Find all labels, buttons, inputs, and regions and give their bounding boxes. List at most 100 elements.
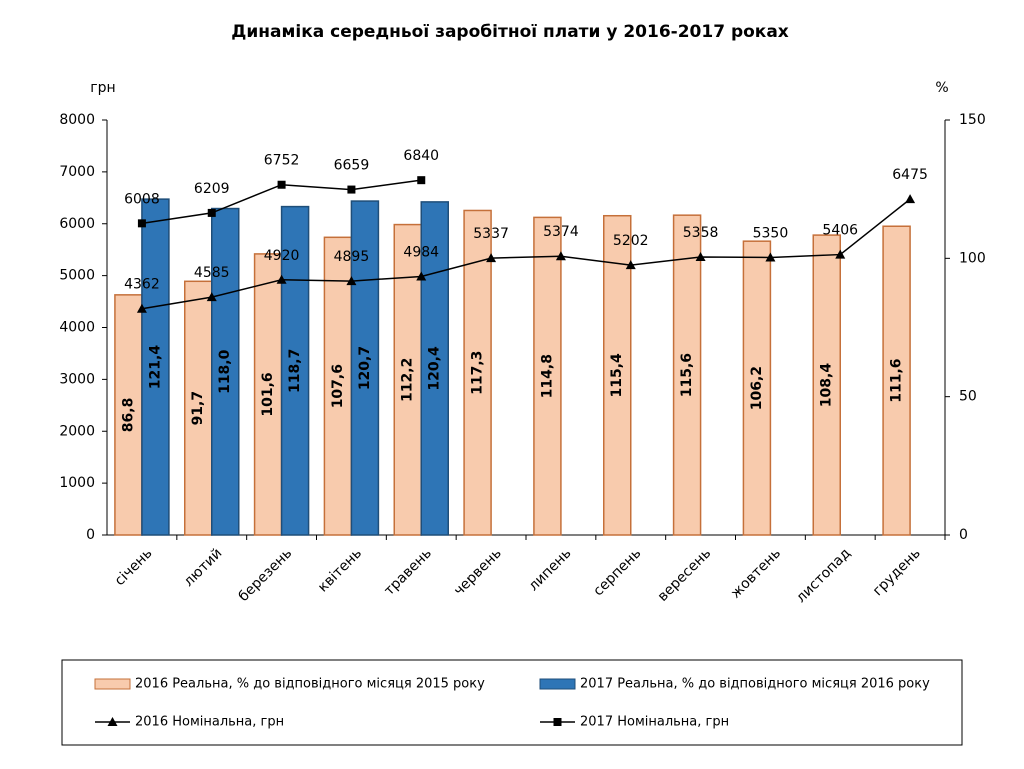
line-marker bbox=[136, 303, 147, 313]
y-tick-label: 2000 bbox=[59, 423, 95, 439]
bar bbox=[672, 214, 702, 536]
line-marker bbox=[555, 251, 566, 261]
bar bbox=[533, 216, 562, 536]
y2-tick-label: 150 bbox=[959, 112, 986, 128]
line-value-label: 5406 bbox=[822, 223, 858, 239]
bar bbox=[882, 225, 911, 536]
x-tick-label: травень bbox=[381, 545, 435, 599]
bar-value-label: 118,0 bbox=[217, 349, 233, 394]
legend-marker bbox=[553, 718, 562, 726]
bar bbox=[323, 236, 353, 536]
x-tick-label: серпень bbox=[590, 545, 644, 599]
y-tick-label: 8000 bbox=[59, 112, 95, 128]
bar-value-label: 91,7 bbox=[190, 391, 206, 426]
bar-value-label: 121,4 bbox=[147, 345, 163, 390]
bar-value-label: 108,4 bbox=[819, 363, 835, 408]
x-tick-label: березень bbox=[236, 545, 296, 605]
bar-value-label: 118,7 bbox=[287, 349, 303, 393]
line-marker bbox=[625, 260, 636, 270]
x-tick-label: квітень bbox=[315, 545, 365, 595]
y-tick-label: 0 bbox=[86, 527, 95, 543]
line-marker bbox=[137, 219, 146, 228]
bar-value-label: 101,6 bbox=[260, 372, 276, 416]
line-marker bbox=[207, 208, 216, 217]
line-value-label: 4920 bbox=[264, 248, 300, 264]
line-value-label: 6475 bbox=[892, 167, 928, 183]
line-value-label: 5350 bbox=[753, 225, 789, 241]
line-value-label: 4585 bbox=[194, 265, 230, 281]
y-axis-label: грн bbox=[90, 80, 115, 96]
line-marker bbox=[416, 271, 427, 281]
bar bbox=[253, 253, 283, 536]
chart-title: Динаміка середньої заробітної плати у 20… bbox=[231, 22, 789, 42]
line-value-label: 6840 bbox=[403, 148, 439, 164]
x-tick-label: жовтень bbox=[728, 545, 784, 601]
legend-swatch bbox=[94, 678, 131, 690]
legend-swatch bbox=[539, 678, 576, 690]
line-marker bbox=[277, 180, 286, 189]
line-marker bbox=[347, 185, 356, 194]
y2-tick-label: 100 bbox=[959, 250, 986, 266]
bar bbox=[812, 234, 841, 536]
bar bbox=[114, 294, 143, 536]
line-marker bbox=[835, 249, 846, 259]
bar bbox=[211, 207, 240, 536]
bar-value-label: 115,6 bbox=[679, 353, 695, 397]
line-value-label: 4984 bbox=[403, 244, 439, 260]
bar-value-label: 106,2 bbox=[749, 366, 765, 410]
line-value-label: 6008 bbox=[124, 191, 160, 207]
bar bbox=[280, 205, 310, 536]
line-marker bbox=[206, 292, 217, 302]
bar bbox=[350, 200, 380, 536]
line-value-label: 5202 bbox=[613, 233, 649, 249]
line-marker bbox=[276, 274, 287, 284]
y-tick-label: 7000 bbox=[59, 164, 95, 180]
bar-value-label: 120,7 bbox=[357, 346, 373, 390]
line-marker bbox=[346, 276, 357, 286]
x-tick-label: грудень bbox=[870, 545, 924, 599]
line-marker bbox=[765, 252, 776, 262]
y-tick-label: 3000 bbox=[59, 371, 95, 387]
bar-value-label: 107,6 bbox=[330, 364, 346, 408]
x-tick-label: січень bbox=[112, 545, 156, 589]
legend-box bbox=[61, 659, 963, 746]
bar-value-label: 120,4 bbox=[427, 346, 443, 391]
line-value-label: 6659 bbox=[334, 158, 370, 174]
line-value-label: 6209 bbox=[194, 181, 230, 197]
line-value-label: 5374 bbox=[543, 224, 579, 240]
y-tick-label: 6000 bbox=[59, 216, 95, 232]
bar-value-label: 115,4 bbox=[609, 353, 625, 398]
line-value-label: 5358 bbox=[683, 225, 719, 241]
bar-value-label: 117,3 bbox=[470, 351, 486, 395]
bar-value-label: 86,8 bbox=[120, 398, 136, 433]
y-tick-label: 5000 bbox=[59, 268, 95, 284]
y-tick-label: 4000 bbox=[59, 320, 95, 336]
bar-value-label: 114,8 bbox=[539, 354, 555, 398]
line bbox=[141, 198, 911, 310]
legend-label: 2016 Номінальна, грн bbox=[135, 715, 284, 730]
x-tick-label: лютий bbox=[181, 545, 226, 590]
x-tick-label: листопад bbox=[793, 545, 854, 606]
y2-axis-label: % bbox=[935, 80, 948, 96]
legend-label: 2017 Реальна, % до відповідного місяця 2… bbox=[580, 677, 930, 692]
legend-label: 2016 Реальна, % до відповідного місяця 2… bbox=[135, 677, 485, 692]
bar bbox=[141, 198, 170, 536]
bar-value-label: 111,6 bbox=[889, 358, 905, 402]
bar bbox=[742, 240, 772, 536]
line-value-label: 4895 bbox=[334, 249, 370, 265]
line-value-label: 5337 bbox=[473, 226, 509, 242]
bar-value-label: 112,2 bbox=[400, 358, 416, 402]
x-tick-label: липень bbox=[526, 545, 575, 594]
line-marker bbox=[695, 252, 706, 262]
bar bbox=[420, 201, 449, 536]
y2-tick-label: 50 bbox=[959, 389, 977, 405]
line-marker bbox=[417, 176, 426, 185]
line-marker bbox=[486, 253, 497, 263]
x-tick-label: вересень bbox=[655, 545, 714, 604]
y2-tick-label: 0 bbox=[959, 527, 968, 543]
x-tick-label: червень bbox=[451, 545, 505, 599]
bar bbox=[184, 280, 213, 536]
y-tick-label: 1000 bbox=[59, 475, 95, 491]
legend-marker bbox=[107, 717, 118, 726]
